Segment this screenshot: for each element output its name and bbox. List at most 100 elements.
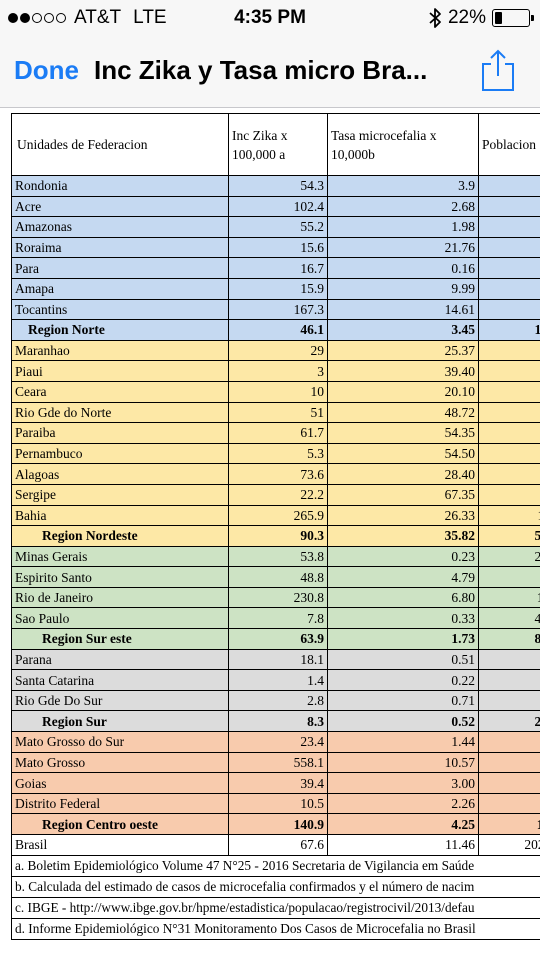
- microcefalia-rate-cell: 3.45: [327, 319, 479, 341]
- state-name-cell: Region Centro oeste: [11, 813, 229, 835]
- state-name-cell: Piaui: [11, 360, 229, 382]
- poblacion-cell: [478, 483, 540, 506]
- zika-incidence-cell: 46.1: [228, 319, 328, 341]
- zika-incidence-cell: 140.9: [228, 813, 328, 835]
- footnote-row: d. Informe Epidemiológico N°31 Monitoram…: [11, 917, 540, 940]
- footnote-row: a. Boletim Epidemiológico Volume 47 N°25…: [11, 854, 540, 877]
- zika-incidence-cell: 90.3: [228, 525, 328, 547]
- microcefalia-rate-cell: 14.61: [327, 298, 479, 321]
- microcefalia-rate-cell: 0.51: [327, 648, 479, 671]
- done-button[interactable]: Done: [14, 55, 79, 85]
- microcefalia-rate-cell: 21.76: [327, 236, 479, 259]
- zika-incidence-cell: 167.3: [228, 298, 328, 321]
- table-row: Espirito Santo 48.8 4.79: [11, 566, 540, 588]
- poblacion-cell: [478, 298, 540, 321]
- table-row: Roraima 15.6 21.76: [11, 236, 540, 259]
- footnote-text: a. Boletim Epidemiológico Volume 47 N°25…: [11, 854, 540, 877]
- zika-incidence-cell: 3: [228, 360, 328, 382]
- poblacion-cell: [478, 339, 540, 362]
- table-row: Alagoas 73.6 28.40: [11, 463, 540, 485]
- zika-incidence-cell: 53.8: [228, 545, 328, 568]
- state-name-cell: Region Norte: [11, 319, 229, 341]
- document-title: Inc Zika y Tasa micro Bra...: [94, 55, 428, 85]
- header-tasa-microcefalia: Tasa microcefalia x 10,000b: [327, 113, 479, 176]
- state-name-cell: Rio Gde Do Sur: [11, 689, 229, 712]
- microcefalia-rate-cell: 9.99: [327, 277, 479, 300]
- table-row: Rondonia 54.3 3.9: [11, 175, 540, 197]
- state-name-cell: Ceara: [11, 380, 229, 403]
- state-name-cell: Espirito Santo: [11, 566, 229, 588]
- state-name-cell: Parana: [11, 648, 229, 671]
- carrier-name: AT&T: [74, 7, 122, 28]
- state-name-cell: Amazonas: [11, 216, 229, 238]
- zika-incidence-cell: 2.8: [228, 689, 328, 712]
- microcefalia-rate-cell: 0.71: [327, 689, 479, 712]
- poblacion-cell: [478, 751, 540, 774]
- poblacion-cell: 85: [478, 628, 540, 650]
- zika-incidence-cell: 39.4: [228, 772, 328, 794]
- state-name-cell: Region Sur: [11, 710, 229, 733]
- poblacion-cell: [478, 463, 540, 485]
- zika-incidence-cell: 10: [228, 380, 328, 403]
- microcefalia-rate-cell: 26.33: [327, 504, 479, 527]
- microcefalia-rate-cell: 28.40: [327, 463, 479, 485]
- state-name-cell: Rio Gde do Norte: [11, 401, 229, 424]
- poblacion-cell: 8: [478, 380, 540, 403]
- microcefalia-rate-cell: 54.50: [327, 442, 479, 465]
- microcefalia-rate-cell: 3.00: [327, 772, 479, 794]
- table-row: Amapa 15.9 9.99: [11, 277, 540, 300]
- state-name-cell: Bahia: [11, 504, 229, 527]
- footnote-text: b. Calculada del estimado de casos de mi…: [11, 875, 540, 898]
- table-row: Amazonas 55.2 1.98: [11, 216, 540, 238]
- table-row: Paraiba 61.7 54.35: [11, 422, 540, 444]
- poblacion-cell: [478, 566, 540, 588]
- table-row: Piaui 3 39.40: [11, 360, 540, 382]
- table-row: Distrito Federal 10.5 2.26: [11, 792, 540, 815]
- zika-incidence-cell: 51: [228, 401, 328, 424]
- share-icon[interactable]: [478, 46, 518, 94]
- microcefalia-rate-cell: 39.40: [327, 360, 479, 382]
- poblacion-cell: 20: [478, 545, 540, 568]
- zika-incidence-cell: 55.2: [228, 216, 328, 238]
- header-inc-zika: Inc Zika x 100,000 a: [228, 113, 328, 176]
- table-row: Acre 102.4 2.68: [11, 195, 540, 218]
- table-row: Sergipe 22.2 67.35: [11, 483, 540, 506]
- document-view[interactable]: Unidades de Federacion Inc Zika x 100,00…: [0, 109, 540, 960]
- poblacion-cell: 29: [478, 710, 540, 733]
- microcefalia-rate-cell: 20.10: [327, 380, 479, 403]
- microcefalia-rate-cell: 1.44: [327, 731, 479, 753]
- bluetooth-icon: [429, 8, 441, 28]
- poblacion-cell: [478, 731, 540, 753]
- microcefalia-rate-cell: 4.25: [327, 813, 479, 835]
- microcefalia-rate-cell: 0.52: [327, 710, 479, 733]
- poblacion-cell: 8: [478, 257, 540, 279]
- state-name-cell: Goias: [11, 772, 229, 794]
- poblacion-cell: 202.: [478, 834, 540, 856]
- poblacion-cell: 9: [478, 442, 540, 465]
- poblacion-cell: 1: [478, 689, 540, 712]
- microcefalia-rate-cell: 67.35: [327, 483, 479, 506]
- status-right: 22%: [428, 7, 534, 29]
- microcefalia-rate-cell: 4.79: [327, 566, 479, 588]
- state-name-cell: Maranhao: [11, 339, 229, 362]
- zika-incidence-cell: 54.3: [228, 175, 328, 197]
- microcefalia-rate-cell: 48.72: [327, 401, 479, 424]
- microcefalia-rate-cell: 11.46: [327, 834, 479, 856]
- poblacion-cell: [478, 175, 540, 197]
- zika-incidence-cell: 102.4: [228, 195, 328, 218]
- state-name-cell: Region Nordeste: [11, 525, 229, 547]
- footnote-text: d. Informe Epidemiológico N°31 Monitoram…: [11, 917, 540, 940]
- microcefalia-rate-cell: 3.9: [327, 175, 479, 197]
